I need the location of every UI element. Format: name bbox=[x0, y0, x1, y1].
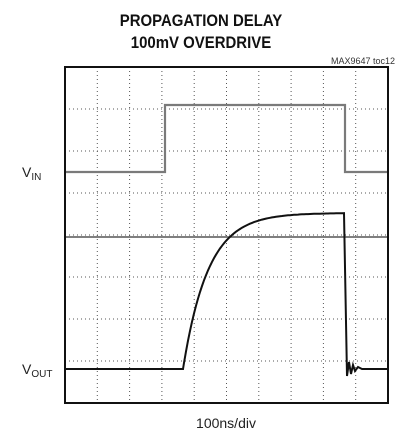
chart-subtitle: 100mV OVERDRIVE bbox=[131, 34, 272, 52]
vin-sub: IN bbox=[31, 172, 41, 183]
vout-label: VOUT bbox=[22, 361, 52, 380]
vout-main: V bbox=[22, 361, 32, 377]
vin-label: VIN bbox=[22, 164, 41, 183]
x-axis-label: 100ns/div bbox=[196, 415, 256, 431]
plot-frame bbox=[64, 66, 389, 404]
vin-trace bbox=[65, 103, 388, 174]
figure-note: MAX9647 toc12 bbox=[331, 56, 395, 66]
vin-main: V bbox=[22, 164, 32, 180]
vout-trace bbox=[65, 212, 388, 377]
grid bbox=[65, 67, 388, 403]
vout-sub: OUT bbox=[31, 369, 52, 380]
chart-title: PROPAGATION DELAY bbox=[120, 12, 283, 30]
